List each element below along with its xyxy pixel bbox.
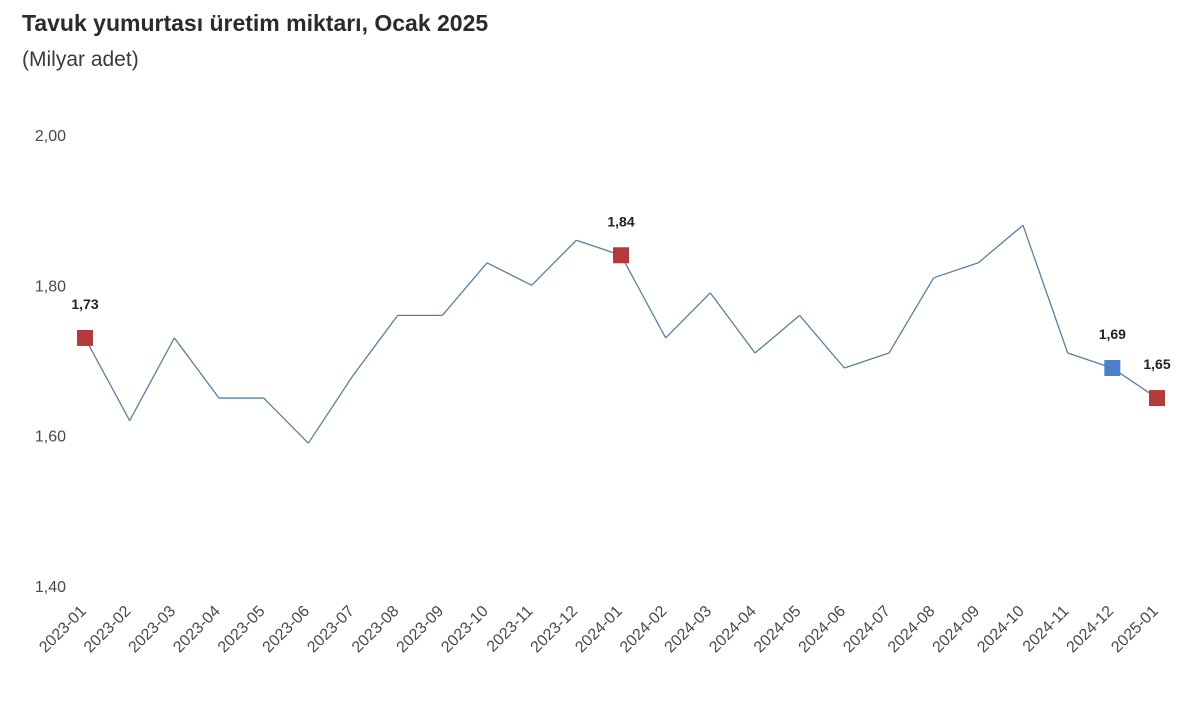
series-segment <box>263 397 309 444</box>
x-tick-label: 2024-06 <box>796 603 850 657</box>
x-tick-label: 2024-12 <box>1064 603 1118 657</box>
chart-subtitle: (Milyar adet) <box>22 48 139 71</box>
y-tick-label: 1,60 <box>35 429 66 446</box>
x-tick-label: 2023-03 <box>126 603 180 657</box>
highlight-markers: 1,73 1,84 1,69 1,65 <box>71 213 1171 407</box>
y-tick-label: 1,40 <box>35 579 66 596</box>
x-tick-label: 2023-11 <box>484 603 537 656</box>
x-tick-label: 2023-05 <box>215 603 269 657</box>
x-tick-label: 2023-09 <box>394 603 448 657</box>
series-segment <box>486 262 532 286</box>
x-tick-label: 2024-11 <box>1020 603 1073 656</box>
x-tick-label: 2024-04 <box>706 603 760 657</box>
data-label: 1,73 <box>71 296 98 312</box>
series-segment <box>307 375 354 444</box>
x-tick-label: 2023-10 <box>438 603 492 657</box>
series-segment <box>888 277 935 354</box>
y-axis: 1,40 1,60 1,80 2,00 <box>35 128 66 596</box>
x-tick-label: 2025-01 <box>1108 603 1162 657</box>
x-tick-label: 2024-05 <box>751 603 805 657</box>
x-tick-label: 2023-12 <box>528 603 582 657</box>
series-segment <box>665 292 711 339</box>
data-point-marker <box>77 329 93 346</box>
x-tick-label: 2023-07 <box>304 603 358 657</box>
series-segment <box>129 337 175 421</box>
data-point-marker <box>1104 360 1121 377</box>
x-tick-label: 2023-06 <box>260 603 314 657</box>
series-segment <box>799 314 845 369</box>
x-tick-label: 2024-03 <box>662 603 716 657</box>
series-segment <box>933 262 979 279</box>
data-point-marker <box>1149 390 1165 407</box>
series-segment <box>531 239 577 286</box>
x-tick-label: 2023-01 <box>36 603 90 657</box>
series-segment <box>620 254 667 339</box>
x-tick-label: 2024-07 <box>840 603 894 657</box>
series-segment <box>1022 224 1069 354</box>
series-segment <box>844 352 890 369</box>
series-segment <box>352 315 399 376</box>
series-segment <box>173 337 220 399</box>
x-tick-label: 2024-08 <box>885 603 939 657</box>
series-segment <box>754 314 801 354</box>
data-label: 1,65 <box>1143 356 1170 372</box>
x-tick-label: 2024-10 <box>974 603 1028 657</box>
data-point-marker <box>613 247 629 264</box>
x-tick-label: 2024-02 <box>617 603 671 657</box>
y-tick-label: 2,00 <box>35 128 66 145</box>
data-label: 1,69 <box>1099 326 1126 342</box>
data-label: 1,84 <box>607 213 634 229</box>
chart-title: Tavuk yumurtası üretim miktarı, Ocak 202… <box>22 10 489 36</box>
x-axis: 2023-012023-022023-032023-042023-052023-… <box>36 603 1162 657</box>
x-tick-label: 2024-01 <box>572 603 626 657</box>
series-segment <box>441 262 488 316</box>
series-lines <box>84 224 1158 444</box>
x-tick-label: 2023-02 <box>81 603 135 657</box>
x-tick-label: 2023-08 <box>349 603 403 657</box>
x-tick-label: 2023-04 <box>170 603 224 657</box>
series-segment <box>709 292 756 354</box>
y-tick-label: 1,80 <box>35 278 66 295</box>
series-segment <box>84 337 131 421</box>
x-tick-label: 2024-09 <box>930 603 984 657</box>
series-segment <box>977 224 1024 264</box>
